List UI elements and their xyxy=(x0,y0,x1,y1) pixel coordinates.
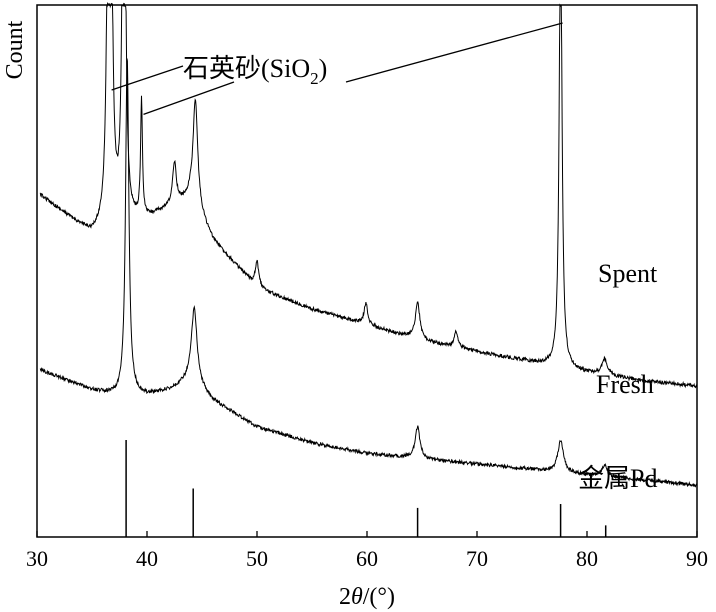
x-tick-label-30: 30 xyxy=(26,546,48,571)
x-axis-label: 2θ/(°) xyxy=(339,584,395,610)
x-axis-ticks: 30 40 50 60 70 80 90 xyxy=(26,531,708,571)
annotation-label: 石英砂(SiO2) xyxy=(183,54,327,88)
y-axis-label: Count xyxy=(2,20,28,79)
x-tick-label-80: 80 xyxy=(576,546,598,571)
x-tick-label-90: 90 xyxy=(686,546,708,571)
annotation-closing: ) xyxy=(319,54,328,83)
x-tick-label-70: 70 xyxy=(466,546,488,571)
annotation-text: 石英砂(SiO xyxy=(183,54,310,83)
x-tick-label-50: 50 xyxy=(246,546,268,571)
series-label-spent: Spent xyxy=(598,259,658,288)
annotation-subscript: 2 xyxy=(310,69,319,88)
series-line-spent xyxy=(39,2,698,389)
series-label-fresh: Fresh xyxy=(596,370,654,399)
reference-label: 金属Pd xyxy=(578,464,657,493)
annotation-leader-0 xyxy=(111,65,184,91)
annotation-leader-1 xyxy=(143,81,235,115)
series-layer xyxy=(39,2,698,488)
series-line-fresh xyxy=(39,58,698,488)
x-tick-label-60: 60 xyxy=(356,546,378,571)
annotation-leader-2 xyxy=(345,22,563,83)
x-tick-label-40: 40 xyxy=(136,546,158,571)
annotation-layer xyxy=(111,22,563,115)
reference-layer xyxy=(125,440,607,537)
